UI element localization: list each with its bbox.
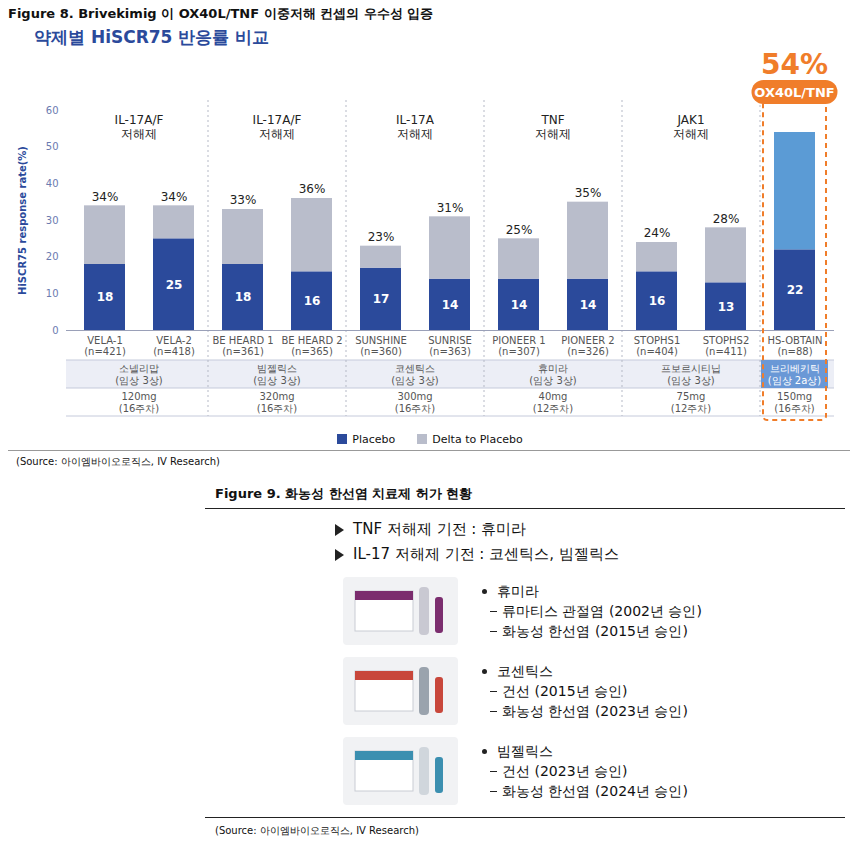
svg-text:휴미라(임상 3상): 휴미라(임상 3상) (529, 363, 576, 386)
svg-text:SUNSHINE(n=360): SUNSHINE(n=360) (355, 335, 407, 357)
svg-text:33%: 33% (230, 193, 257, 207)
svg-text:120mg(16주차): 120mg(16주차) (119, 391, 160, 414)
svg-text:150mg(16주차): 150mg(16주차) (774, 391, 815, 414)
svg-text:10: 10 (46, 288, 59, 299)
svg-text:0: 0 (52, 325, 58, 336)
svg-text:빔젤릭스(임상 3상): 빔젤릭스(임상 3상) (253, 363, 300, 386)
svg-text:60: 60 (46, 105, 59, 116)
svg-text:20: 20 (46, 251, 59, 262)
svg-text:25%: 25% (506, 223, 533, 237)
svg-text:VELA-2(n=418): VELA-2(n=418) (153, 335, 195, 357)
svg-text:31%: 31% (437, 201, 464, 215)
svg-text:HS-OBTAIN(n=88): HS-OBTAIN(n=88) (767, 335, 822, 357)
html-text:화농성 한선염 (2024년 승인): 화농성 한선염 (2024년 승인) (502, 783, 688, 799)
svg-text:75mg(12주차): 75mg(12주차) (671, 391, 712, 414)
svg-text:18: 18 (235, 290, 252, 304)
html-text:화농성 한선염 (2023년 승인): 화농성 한선염 (2023년 승인) (502, 703, 688, 719)
svg-text:BE HEARD 2(n=365): BE HEARD 2(n=365) (281, 335, 342, 357)
svg-text:36%: 36% (299, 182, 326, 196)
html-text:Delta to Placebo: Delta to Placebo (432, 432, 523, 446)
svg-text:PIONEER 1(n=307): PIONEER 1(n=307) (492, 335, 545, 357)
svg-text:STOPHS1(n=404): STOPHS1(n=404) (634, 335, 681, 357)
svg-text:18: 18 (97, 290, 114, 304)
svg-text:16: 16 (304, 294, 321, 308)
svg-text:14: 14 (580, 298, 597, 312)
html-text:약제별 HiSCR75 반응률 비교: 약제별 HiSCR75 반응률 비교 (34, 27, 270, 47)
html-text:Placebo: Placebo (352, 432, 396, 446)
svg-text:TNF저해제: TNF저해제 (535, 113, 571, 141)
html-text:Figure 8. Brivekimig 이 OX40L/T: Figure 8. Brivekimig 이 OX40L/TNF 이중저해 컨셉… (8, 6, 434, 21)
svg-text:34%: 34% (92, 190, 119, 204)
svg-text:40: 40 (46, 178, 59, 189)
svg-text:40mg(12주차): 40mg(12주차) (533, 391, 574, 414)
svg-text:14: 14 (442, 298, 459, 312)
html-text:(Source: 아이엠바이오로직스, IV Researc: (Source: 아이엠바이오로직스, IV Research) (215, 825, 419, 836)
html-text:Figure 9. 화농성 한선염 치료제 허가 현황: Figure 9. 화농성 한선염 치료제 허가 현황 (215, 486, 473, 501)
svg-text:300mg(16주차): 300mg(16주차) (395, 391, 436, 414)
html-text:건선 (2015년 승인): 건선 (2015년 승인) (502, 683, 628, 699)
svg-text:OX40L/TNF: OX40L/TNF (754, 85, 834, 100)
svg-text:VELA-1(n=421): VELA-1(n=421) (84, 335, 126, 357)
svg-text:STOPHS2(n=411): STOPHS2(n=411) (703, 335, 750, 357)
html-text:코센틱스: 코센틱스 (497, 663, 553, 679)
svg-text:25: 25 (166, 278, 183, 292)
svg-text:34%: 34% (161, 190, 188, 204)
html-text:TNF 저해제 기전 : 휴미라: TNF 저해제 기전 : 휴미라 (353, 520, 527, 538)
svg-text:IL-17A저해제: IL-17A저해제 (396, 113, 435, 141)
html-text:화농성 한선염 (2015년 승인): 화농성 한선염 (2015년 승인) (502, 623, 688, 639)
svg-text:IL-17A/F저해제: IL-17A/F저해제 (253, 113, 302, 141)
svg-text:브리베키틱(임상 2a상): 브리베키틱(임상 2a상) (768, 363, 822, 386)
svg-text:코센틱스(임상 3상): 코센틱스(임상 3상) (391, 363, 438, 386)
svg-text:IL-17A/F저해제: IL-17A/F저해제 (115, 113, 164, 141)
svg-text:HiSCR75 response rate(%): HiSCR75 response rate(%) (17, 146, 28, 295)
svg-text:30: 30 (46, 215, 59, 226)
svg-text:50: 50 (46, 141, 59, 152)
svg-text:14: 14 (511, 298, 528, 312)
html-text:류마티스 관절염 (2002년 승인): 류마티스 관절염 (2002년 승인) (502, 603, 702, 619)
svg-text:SUNRISE(n=363): SUNRISE(n=363) (428, 335, 472, 357)
html-text:건선 (2023년 승인): 건선 (2023년 승인) (502, 763, 628, 779)
html-text:빔젤릭스: 빔젤릭스 (497, 743, 553, 759)
svg-text:PIONEER 2(n=326): PIONEER 2(n=326) (561, 335, 614, 357)
svg-text:13: 13 (718, 300, 735, 314)
svg-text:16: 16 (649, 294, 666, 308)
svg-text:17: 17 (373, 292, 390, 306)
svg-text:23%: 23% (368, 230, 395, 244)
html-text:(Source: 아이엠바이오로직스, IV Researc: (Source: 아이엠바이오로직스, IV Research) (16, 456, 220, 467)
svg-text:24%: 24% (644, 226, 671, 240)
svg-text:JAK1저해제: JAK1저해제 (673, 113, 709, 141)
svg-text:소넬리맙(임상 3상): 소넬리맙(임상 3상) (115, 363, 162, 386)
svg-text:54%: 54% (761, 48, 828, 81)
svg-text:22: 22 (787, 283, 804, 297)
svg-text:BE HEARD 1(n=361): BE HEARD 1(n=361) (212, 335, 273, 357)
html-text:휴미라: 휴미라 (497, 583, 539, 599)
svg-text:프보르시티닙(임상 3상): 프보르시티닙(임상 3상) (661, 363, 721, 386)
svg-text:320mg(16주차): 320mg(16주차) (257, 391, 298, 414)
svg-text:35%: 35% (575, 186, 602, 200)
svg-text:28%: 28% (713, 212, 740, 226)
html-text:IL-17 저해제 기전 : 코센틱스, 빔젤릭스: IL-17 저해제 기전 : 코센틱스, 빔젤릭스 (353, 545, 619, 563)
